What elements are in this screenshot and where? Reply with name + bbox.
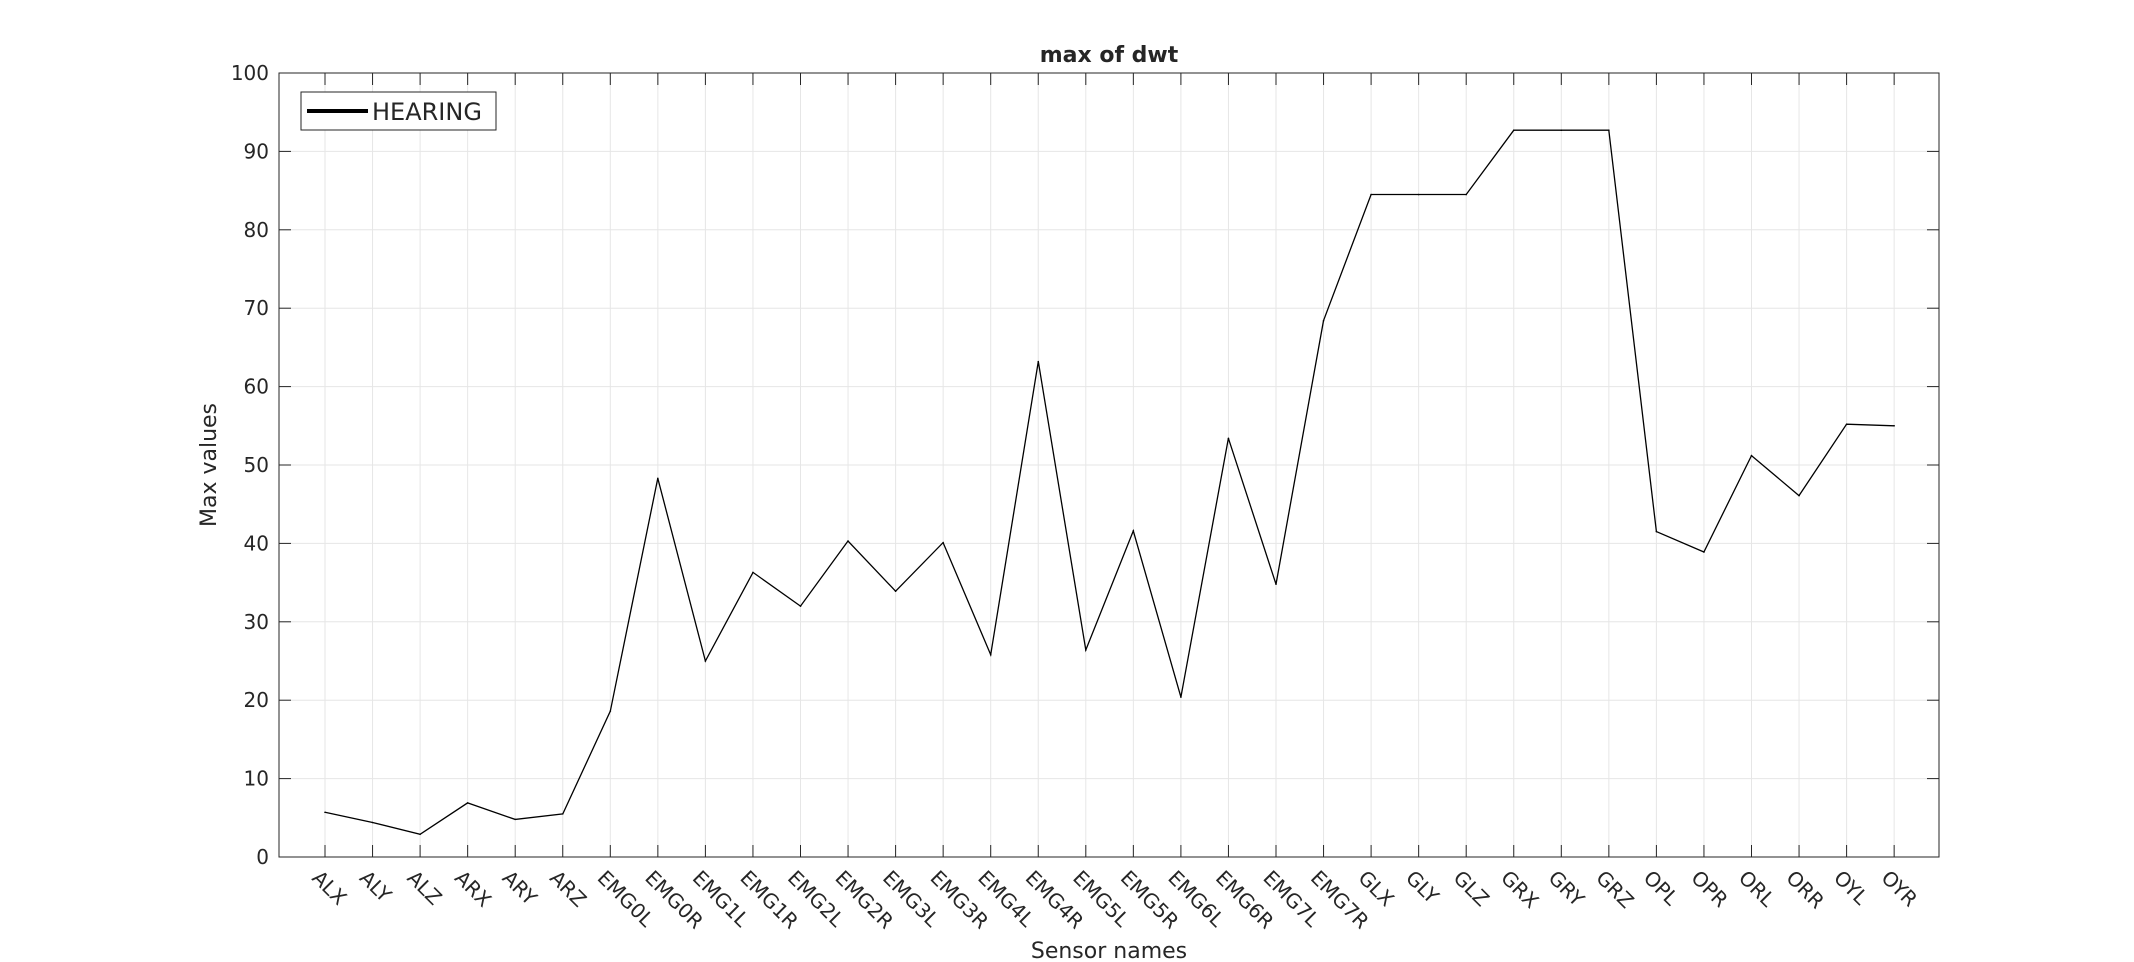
- data-point: [1180, 696, 1182, 698]
- x-axis-label: Sensor names: [1031, 939, 1187, 962]
- data-point: [894, 590, 897, 593]
- data-point: [942, 541, 944, 544]
- y-tick-label: 90: [244, 139, 269, 163]
- data-point: [324, 811, 326, 814]
- data-point: [1608, 129, 1610, 132]
- legend-label-hearing: HEARING: [372, 98, 482, 126]
- data-point: [989, 653, 992, 656]
- data-point: [657, 477, 659, 480]
- y-tick-label: 30: [244, 610, 269, 634]
- y-tick-label: 50: [244, 453, 269, 477]
- data-point: [1132, 530, 1135, 532]
- data-point: [1465, 193, 1467, 196]
- data-point: [1227, 437, 1230, 440]
- data-point: [1322, 319, 1325, 322]
- data-point: [466, 802, 469, 804]
- data-point: [561, 813, 564, 815]
- data-point: [1703, 551, 1705, 553]
- data-point: [1417, 193, 1420, 196]
- data-point: [704, 660, 707, 662]
- data-point: [1037, 360, 1040, 363]
- legend: HEARING: [300, 91, 497, 131]
- data-point: [371, 821, 374, 824]
- y-tick-label: 80: [244, 218, 269, 242]
- data-point: [419, 833, 421, 836]
- data-point: [1512, 129, 1515, 132]
- y-tick-label: 10: [244, 767, 269, 791]
- data-point: [1798, 494, 1800, 497]
- data-point: [1845, 423, 1848, 426]
- y-tick-label: 20: [244, 688, 269, 712]
- data-point: [1370, 193, 1372, 196]
- y-tick-label: 0: [256, 845, 269, 869]
- data-point: [847, 540, 849, 542]
- data-point: [609, 710, 612, 712]
- chart-title: max of dwt: [1040, 43, 1179, 68]
- data-point: [1655, 530, 1658, 533]
- y-ticks: 0 10 20 30 40 50 60 70 80 90 100: [231, 61, 1939, 869]
- y-axis-label: Max values: [197, 403, 222, 527]
- data-point: [1750, 454, 1753, 457]
- data-point: [752, 571, 754, 574]
- x-gridlines: [324, 73, 1895, 857]
- y-tick-label: 70: [244, 296, 269, 320]
- y-tick-label: 40: [244, 531, 269, 555]
- data-point: [1085, 649, 1087, 651]
- series-group: [324, 129, 1895, 836]
- data-point: [514, 818, 516, 821]
- y-tick-label: 100: [231, 61, 269, 85]
- data-point: [1275, 583, 1277, 585]
- y-tick-label: 60: [244, 375, 269, 399]
- data-point: [1560, 129, 1563, 132]
- series-line-hearing: [324, 129, 1895, 835]
- data-point: [1893, 425, 1895, 427]
- y-gridlines: [279, 150, 1939, 780]
- data-point: [799, 605, 802, 607]
